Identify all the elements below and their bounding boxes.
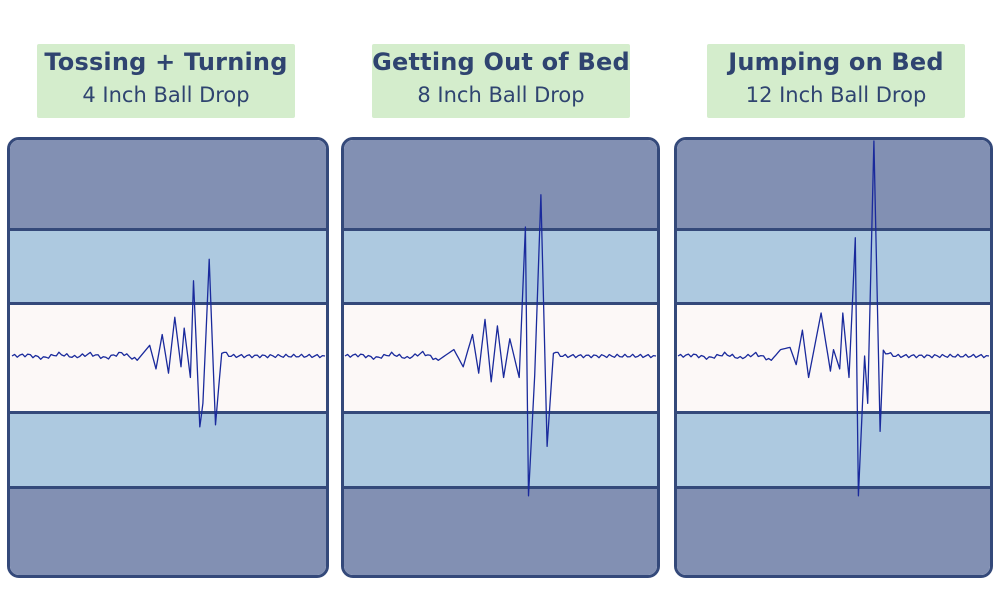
band-divider xyxy=(10,411,326,414)
panel-1-subtitle: 4 Inch Ball Drop xyxy=(82,83,250,107)
band-outer xyxy=(677,140,990,229)
vibration-panel-1 xyxy=(7,137,329,578)
band-outer xyxy=(677,487,990,575)
band-mid xyxy=(344,412,657,487)
band-divider xyxy=(10,228,326,231)
vibration-panel-3 xyxy=(674,137,993,578)
band-divider xyxy=(677,302,990,305)
waveform-1 xyxy=(11,258,326,428)
band-outer xyxy=(344,487,657,575)
band-mid xyxy=(344,229,657,303)
band-mid xyxy=(10,229,326,303)
band-center xyxy=(344,303,657,412)
band-divider xyxy=(344,228,657,231)
band-divider xyxy=(344,486,657,489)
band-outer xyxy=(10,487,326,575)
band-center xyxy=(10,303,326,412)
band-center xyxy=(677,303,990,412)
band-mid xyxy=(10,412,326,487)
panel-1-title: Tossing + Turning xyxy=(44,48,288,76)
band-mid xyxy=(677,229,990,303)
band-divider xyxy=(677,228,990,231)
band-divider xyxy=(677,486,990,489)
panel-3-subtitle: 12 Inch Ball Drop xyxy=(745,83,927,107)
panel-1-label: Tossing + Turning 4 Inch Ball Drop xyxy=(37,44,295,118)
band-divider xyxy=(677,411,990,414)
band-outer xyxy=(344,140,657,229)
band-divider xyxy=(10,302,326,305)
band-divider xyxy=(344,302,657,305)
panel-3-title: Jumping on Bed xyxy=(728,48,944,76)
waveform-2 xyxy=(344,194,657,497)
panel-2-label: Getting Out of Bed 8 Inch Ball Drop xyxy=(372,44,630,118)
band-mid xyxy=(677,412,990,487)
waveform-3 xyxy=(677,140,990,497)
band-outer xyxy=(10,140,326,229)
panel-3-label: Jumping on Bed 12 Inch Ball Drop xyxy=(707,44,965,118)
panel-2-subtitle: 8 Inch Ball Drop xyxy=(417,83,585,107)
panel-2-title: Getting Out of Bed xyxy=(372,48,630,76)
vibration-panel-2 xyxy=(341,137,660,578)
band-divider xyxy=(10,486,326,489)
band-divider xyxy=(344,411,657,414)
